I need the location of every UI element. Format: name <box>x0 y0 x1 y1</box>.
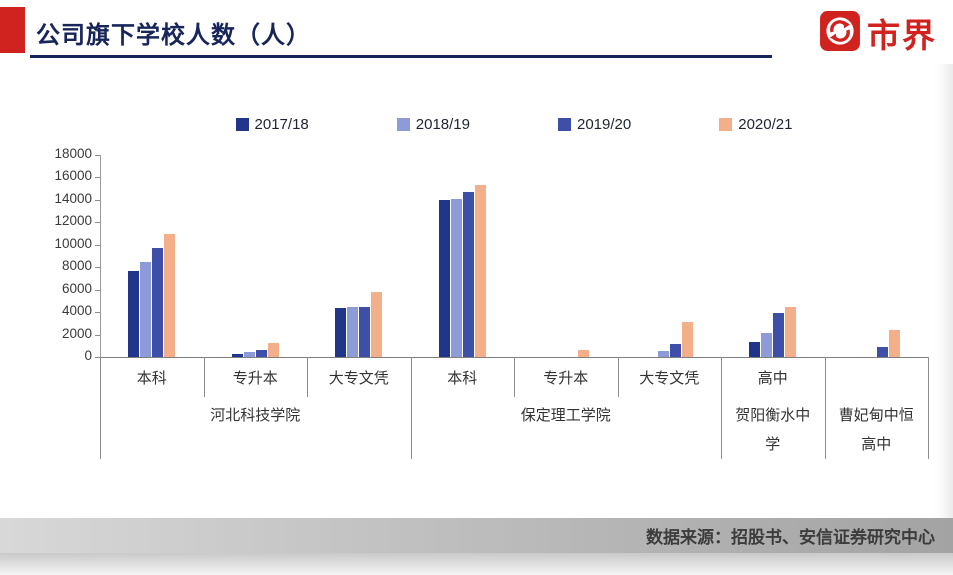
x-axis-school-label: 河北科技学院 <box>100 397 411 459</box>
bar <box>578 350 590 357</box>
bar <box>152 248 164 357</box>
title-underline <box>30 55 772 58</box>
bar <box>438 199 450 357</box>
shijie-logo-icon <box>819 10 861 57</box>
bar <box>462 192 474 357</box>
school-name: 河北科技学院 <box>210 407 301 424</box>
x-axis-category-label: 大专文凭 <box>639 370 700 387</box>
x-axis-school-label: 曹妃甸中恒高中 <box>825 397 929 459</box>
school-separator <box>824 357 826 459</box>
y-axis-tick <box>95 199 100 201</box>
y-axis-tick <box>95 244 100 246</box>
x-axis-category-label <box>825 357 929 397</box>
bar <box>657 351 669 357</box>
bar <box>450 198 462 357</box>
school-name: 曹妃甸中恒高中 <box>838 407 914 453</box>
legend-label: 2019/20 <box>577 116 632 133</box>
bar <box>773 313 785 357</box>
x-axis-school-label: 贺阳衡水中学 <box>721 397 825 459</box>
bar <box>359 306 371 357</box>
bar <box>347 306 359 357</box>
school-separator <box>721 357 722 459</box>
legend-item: 2019/20 <box>558 116 631 133</box>
x-axis-category-label: 高中 <box>757 370 788 387</box>
bar <box>761 333 773 357</box>
y-axis-tick <box>95 222 100 224</box>
y-axis-tick <box>95 177 100 179</box>
source-bar: 数据来源：招股书、安信证券研究中心 <box>0 518 953 553</box>
x-axis-category-label: 本科 <box>136 370 167 387</box>
legend-item: 2017/18 <box>235 116 309 133</box>
legend-swatch <box>719 118 733 131</box>
category-separator <box>617 357 619 397</box>
header: 公司旗下学校人数（人） 市界 <box>0 0 953 64</box>
bar <box>785 306 797 357</box>
bar <box>267 342 279 357</box>
bar <box>164 233 176 357</box>
footer-shadow-strip <box>0 553 953 575</box>
bar <box>669 343 681 357</box>
bar <box>140 261 152 357</box>
legend-label: 2018/19 <box>415 116 470 133</box>
school-name: 贺阳衡水中学 <box>735 407 811 453</box>
x-axis-category-label: 专升本 <box>543 370 589 387</box>
y-axis-tick-label: 0 <box>84 348 92 363</box>
bar <box>474 185 486 357</box>
y-axis-tick <box>95 312 100 314</box>
y-axis-tick <box>95 155 100 156</box>
legend-item: 2018/19 <box>396 116 470 133</box>
chart-legend: 2017/18 2018/19 2019/20 2020/21 <box>100 116 928 133</box>
legend-label: 2020/21 <box>738 116 793 133</box>
x-axis-category-label: 专升本 <box>232 370 278 387</box>
y-axis-tick <box>95 289 100 291</box>
y-axis-tick-label: 4000 <box>61 303 92 319</box>
category-separator <box>514 357 515 397</box>
x-axis-school-label: 保定理工学院 <box>411 397 722 459</box>
school-name: 保定理工学院 <box>520 407 611 424</box>
y-axis-tick-label: 18000 <box>54 146 92 161</box>
legend-swatch <box>558 118 571 131</box>
bar <box>243 351 255 357</box>
shijie-logo: 市界 <box>819 9 937 57</box>
y-axis-tick-label: 6000 <box>61 280 92 296</box>
bar <box>128 270 140 357</box>
shijie-logo-text: 市界 <box>867 17 937 54</box>
y-axis-tick-label: 8000 <box>61 258 92 274</box>
y-axis-tick <box>95 357 100 358</box>
bar <box>876 346 888 357</box>
school-separator <box>410 357 412 459</box>
y-axis-tick-label: 14000 <box>54 190 92 206</box>
school-separator <box>928 357 929 459</box>
x-axis-category-label: 大专文凭 <box>328 370 389 387</box>
legend-swatch <box>396 118 410 131</box>
legend-swatch <box>235 118 249 131</box>
y-axis-tick-label: 10000 <box>54 235 92 251</box>
bar <box>371 291 383 357</box>
legend-item: 2020/21 <box>719 116 792 133</box>
bar <box>681 322 693 357</box>
category-separator <box>307 357 308 397</box>
category-separator <box>203 357 205 397</box>
legend-label: 2017/18 <box>254 116 309 133</box>
page-title: 公司旗下学校人数（人） <box>36 22 311 49</box>
y-axis-line <box>100 155 101 357</box>
source-text: 数据来源：招股书、安信证券研究中心 <box>646 528 935 547</box>
bar <box>231 353 243 357</box>
y-axis-tick <box>95 334 100 336</box>
y-axis-tick-label: 16000 <box>54 168 92 184</box>
bar <box>749 342 761 357</box>
school-separator <box>100 357 101 459</box>
y-axis-tick <box>95 267 100 269</box>
x-axis-category-label: 本科 <box>447 370 478 387</box>
title-accent-bar <box>0 7 25 53</box>
y-axis-tick-label: 12000 <box>54 213 92 229</box>
y-axis-tick-label: 2000 <box>61 325 92 341</box>
bar <box>888 330 900 357</box>
bar <box>335 307 347 357</box>
bar <box>255 350 267 357</box>
